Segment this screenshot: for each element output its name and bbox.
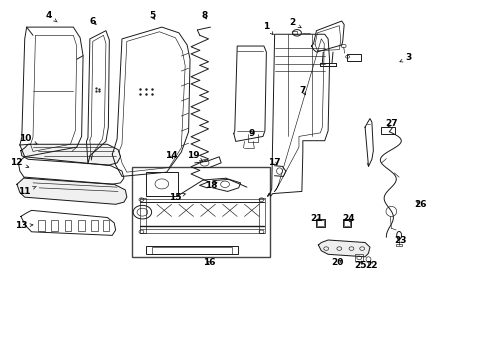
Bar: [346, 54, 361, 62]
Text: 16: 16: [203, 258, 215, 267]
Polygon shape: [21, 144, 120, 165]
Text: 5: 5: [149, 11, 155, 20]
Text: 17: 17: [268, 158, 281, 167]
Text: 18: 18: [205, 181, 217, 190]
Bar: [343, 220, 350, 226]
Text: 9: 9: [248, 129, 254, 138]
Bar: [131, 167, 270, 257]
Bar: [342, 219, 351, 227]
Text: 19: 19: [187, 151, 202, 161]
Bar: [146, 247, 237, 254]
Text: 4: 4: [46, 11, 57, 22]
Text: 13: 13: [15, 221, 33, 230]
Polygon shape: [318, 240, 369, 257]
Text: 14: 14: [165, 151, 178, 160]
Bar: [91, 220, 98, 231]
Text: 8: 8: [201, 11, 207, 20]
Bar: [317, 220, 324, 226]
Bar: [146, 172, 178, 196]
Text: 10: 10: [19, 134, 37, 144]
Text: 7: 7: [299, 86, 305, 95]
Bar: [316, 219, 325, 227]
Text: 3: 3: [399, 53, 411, 62]
Bar: [78, 220, 85, 231]
Text: 1: 1: [263, 22, 273, 35]
Bar: [152, 247, 232, 253]
Bar: [51, 220, 58, 231]
Text: 11: 11: [19, 186, 36, 196]
Bar: [395, 244, 401, 246]
Text: 26: 26: [413, 200, 426, 209]
Text: 24: 24: [342, 214, 355, 223]
Bar: [259, 198, 264, 233]
Text: 2: 2: [288, 18, 301, 28]
Text: 6: 6: [89, 17, 96, 26]
Text: 27: 27: [384, 119, 397, 128]
Polygon shape: [17, 177, 126, 204]
Bar: [38, 220, 44, 231]
Text: 20: 20: [331, 258, 344, 267]
Bar: [355, 254, 363, 261]
Bar: [291, 31, 296, 34]
Bar: [380, 127, 394, 134]
Text: 23: 23: [393, 235, 406, 244]
Text: 25: 25: [353, 261, 366, 270]
Bar: [140, 198, 145, 233]
Text: 22: 22: [365, 261, 377, 270]
Bar: [102, 220, 109, 231]
Text: 12: 12: [10, 158, 29, 168]
Bar: [64, 220, 71, 231]
Text: 15: 15: [169, 193, 185, 202]
Text: 21: 21: [309, 214, 322, 223]
